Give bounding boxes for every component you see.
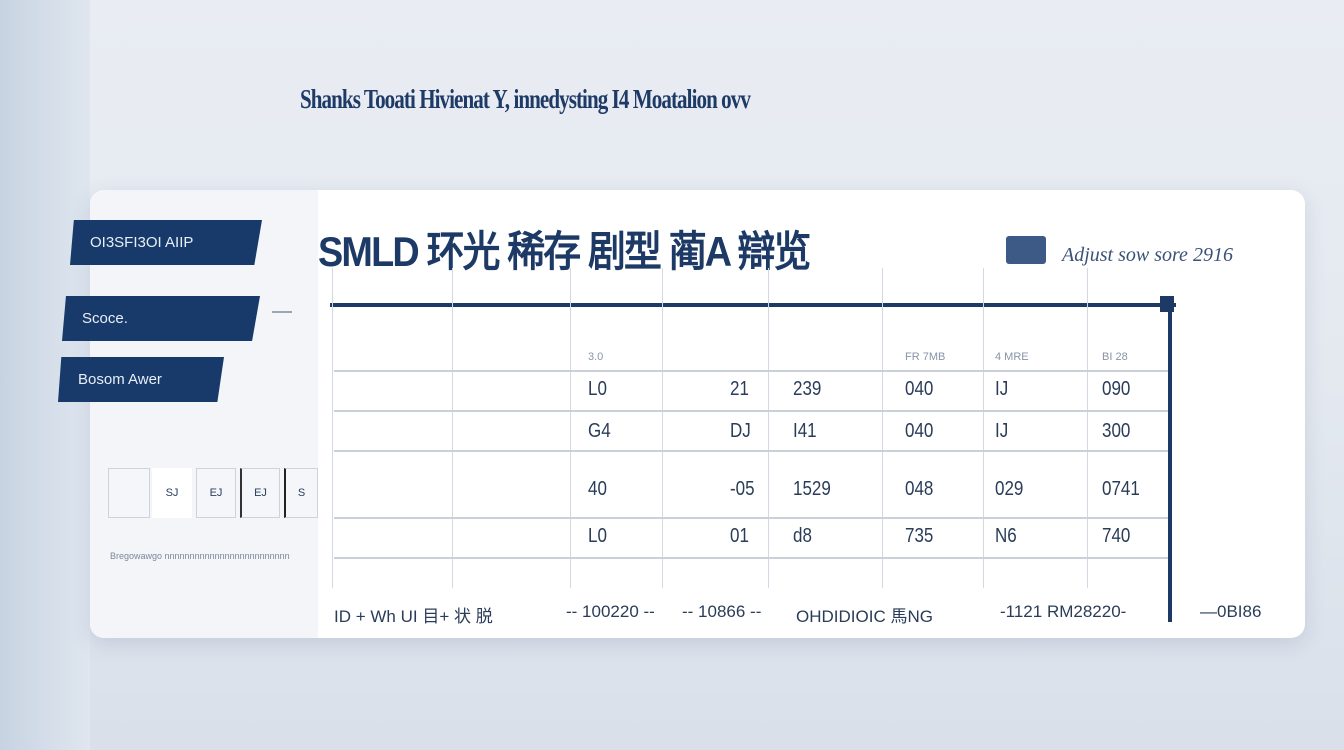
table-cell: I41 — [793, 420, 817, 442]
sidebar-item-2[interactable]: Scoce. — [62, 296, 260, 341]
divider — [272, 311, 292, 313]
table-top-rule — [330, 303, 1176, 307]
column-divider — [332, 268, 333, 588]
table-cell: IJ — [995, 420, 1009, 442]
table-cell: L0 — [588, 378, 607, 400]
column-divider — [983, 268, 984, 588]
footer-item: ID + Wh UI 目+ 状 脱 — [334, 607, 493, 626]
table-cell: L0 — [588, 525, 607, 547]
row-divider — [334, 557, 1168, 559]
column-divider — [882, 268, 883, 588]
thumbnail-4[interactable]: EJ — [240, 468, 280, 518]
table-cell: N6 — [995, 525, 1017, 547]
table-scrollbar[interactable] — [1168, 296, 1172, 622]
column-header[interactable]: 3.0 — [588, 351, 604, 363]
footer-item: -- 100220 -- — [566, 602, 655, 621]
table-cell: 735 — [905, 525, 934, 547]
thumbnail-5[interactable]: S — [284, 468, 318, 518]
table-cell: 300 — [1102, 420, 1131, 442]
column-divider — [1087, 268, 1088, 588]
table-cell: 040 — [905, 420, 934, 442]
column-divider — [452, 268, 453, 588]
footer-item: OHDIDIOIC 馬NG — [796, 607, 933, 626]
table-cell: -05 — [730, 478, 755, 500]
page-title: Shanks Tooati Hivienat Y, innedysting I4… — [300, 84, 751, 114]
column-divider — [662, 268, 663, 588]
sidebar-item-1[interactable]: OI3SFI3OI AIIP — [70, 220, 262, 265]
scrollbar-thumb[interactable] — [1160, 296, 1174, 312]
table-cell: 40 — [588, 478, 607, 500]
table-cell: 048 — [905, 478, 934, 500]
table-cell: 21 — [730, 378, 749, 400]
footer-item: -1121 RM28220- — [1000, 602, 1127, 621]
table-cell: 01 — [730, 525, 749, 547]
sidebar-item-3[interactable]: Bosom Awer — [58, 357, 224, 402]
table-cell: 1529 — [793, 478, 831, 500]
table-cell: 239 — [793, 378, 822, 400]
subtitle: Adjust sow sore 2916 — [1062, 244, 1233, 266]
table-cell: 740 — [1102, 525, 1131, 547]
footer-item: -- 10866 -- — [682, 602, 762, 621]
thumbnail-3[interactable]: EJ — [196, 468, 236, 518]
column-divider — [768, 268, 769, 588]
column-header[interactable]: FR 7MB — [905, 351, 946, 363]
column-header[interactable]: BI 28 — [1102, 351, 1128, 363]
table-cell: d8 — [793, 525, 812, 547]
main-heading: SMLD 环光 稀存 剧型 蔺A 辯览 — [318, 228, 811, 275]
table-cell: IJ — [995, 378, 1009, 400]
table-cell: 029 — [995, 478, 1024, 500]
footer-item: —0BI86 — [1200, 602, 1262, 621]
column-divider — [570, 268, 571, 588]
app-icon — [1006, 236, 1046, 264]
table-cell: 090 — [1102, 378, 1131, 400]
table-cell: 0741 — [1102, 478, 1140, 500]
row-divider — [334, 450, 1168, 452]
sidebar-caption: Bregowawgo nnnnnnnnnnnnnnnnnnnnnnnnn — [110, 551, 290, 561]
table-cell: DJ — [730, 420, 751, 442]
table-cell: G4 — [588, 420, 611, 442]
table-cell: 040 — [905, 378, 934, 400]
column-header[interactable]: 4 MRE — [995, 351, 1029, 363]
thumbnail-2[interactable]: SJ — [152, 468, 192, 518]
row-divider — [334, 370, 1168, 372]
row-divider — [334, 410, 1168, 412]
thumbnail-1[interactable] — [108, 468, 150, 518]
row-divider — [334, 517, 1168, 519]
